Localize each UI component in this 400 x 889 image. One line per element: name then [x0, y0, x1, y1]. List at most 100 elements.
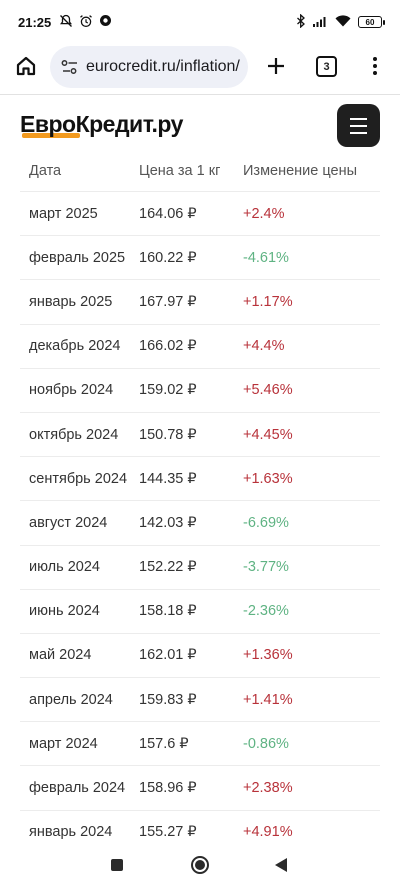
row-change: +1.36%: [243, 647, 293, 664]
logo-accent: [22, 133, 80, 138]
table-row: декабрь 2024 166.02 ₽ +4.4%: [20, 325, 380, 369]
table-row: август 2024 142.03 ₽ -6.69%: [20, 501, 380, 546]
menu-line: [350, 117, 367, 120]
table-body: март 2025 164.06 ₽ +2.4% февраль 2025 160.22…: [20, 192, 380, 855]
url-text[interactable]: eurocredit.ru/inflation/: [86, 58, 240, 75]
bluetooth-icon: [296, 13, 306, 31]
plus-icon: [268, 58, 284, 74]
recents-button[interactable]: [111, 859, 123, 871]
row-date: январь 2025: [29, 293, 113, 310]
row-price: 160.22 ₽: [139, 249, 197, 266]
back-button[interactable]: [275, 858, 287, 872]
home-nav-button[interactable]: [191, 856, 209, 874]
battery-icon: 60: [358, 16, 385, 28]
dot: [373, 57, 377, 61]
row-change: -0.86%: [243, 735, 289, 752]
table-row: сентябрь 2024 144.35 ₽ +1.63%: [20, 457, 380, 502]
dot: [373, 71, 377, 75]
row-price: 166.02 ₽: [139, 338, 197, 355]
header-price: Цена за 1 кг: [139, 162, 221, 179]
site-settings-icon[interactable]: [60, 57, 80, 77]
row-change: -4.61%: [243, 249, 289, 266]
row-date: декабрь 2024: [29, 338, 121, 355]
system-nav-bar: [0, 845, 400, 889]
row-change: -2.36%: [243, 603, 289, 620]
table-header: Дата Цена за 1 кг Изменение цены: [20, 150, 380, 192]
row-change: +1.63%: [243, 470, 293, 487]
menu-line: [350, 131, 367, 134]
home-button[interactable]: [10, 50, 42, 82]
table-row: апрель 2024 159.83 ₽ +1.41%: [20, 678, 380, 723]
browser-menu-button[interactable]: [366, 52, 384, 80]
site-menu-button[interactable]: [337, 104, 380, 147]
row-change: +1.41%: [243, 691, 293, 708]
row-price: 157.6 ₽: [139, 735, 189, 752]
row-date: июнь 2024: [29, 603, 100, 620]
row-change: -6.69%: [243, 514, 289, 531]
row-price: 142.03 ₽: [139, 514, 197, 531]
row-date: февраль 2025: [29, 249, 126, 266]
row-price: 164.06 ₽: [139, 205, 197, 222]
price-table: Дата Цена за 1 кг Изменение цены март 20…: [20, 150, 380, 855]
row-price: 144.35 ₽: [139, 470, 197, 487]
row-price: 167.97 ₽: [139, 293, 197, 310]
table-row: ноябрь 2024 159.02 ₽ +5.46%: [20, 369, 380, 413]
toolbar-divider: [0, 94, 400, 95]
status-time: 21:25: [18, 14, 52, 30]
row-change: +4.4%: [243, 338, 285, 355]
row-change: +2.4%: [243, 205, 285, 222]
row-change: +4.45%: [243, 426, 293, 443]
alarm-icon: [79, 14, 93, 31]
row-date: апрель 2024: [29, 691, 113, 708]
table-row: февраль 2025 160.22 ₽ -4.61%: [20, 236, 380, 281]
table-row: март 2025 164.06 ₽ +2.4%: [20, 192, 380, 237]
table-row: февраль 2024 158.96 ₽ +2.38%: [20, 766, 380, 811]
header-change: Изменение цены: [243, 162, 358, 179]
row-date: октябрь 2024: [29, 426, 119, 443]
table-row: октябрь 2024 150.78 ₽ +4.45%: [20, 413, 380, 458]
address-bar[interactable]: eurocredit.ru/inflation/: [50, 46, 248, 88]
home-dot: [195, 860, 205, 870]
row-date: май 2024: [29, 647, 92, 664]
header-date: Дата: [29, 162, 62, 179]
row-date: июль 2024: [29, 559, 100, 576]
row-price: 150.78 ₽: [139, 426, 197, 443]
row-price: 155.27 ₽: [139, 824, 197, 841]
row-date: март 2024: [29, 735, 98, 752]
bell-off-icon: [59, 14, 73, 31]
browser-toolbar: eurocredit.ru/inflation/ 3: [0, 44, 400, 90]
table-row: июнь 2024 158.18 ₽ -2.36%: [20, 590, 380, 634]
table-row: июль 2024 152.22 ₽ -3.77%: [20, 546, 380, 590]
row-date: март 2025: [29, 205, 98, 222]
row-date: август 2024: [29, 514, 108, 531]
row-date: сентябрь 2024: [29, 470, 128, 487]
dot: [373, 64, 377, 68]
table-row: май 2024 162.01 ₽ +1.36%: [20, 634, 380, 679]
site-logo[interactable]: ЕвроКредит.ру: [20, 111, 183, 137]
row-change: +2.38%: [243, 780, 293, 797]
system-icons: 60: [296, 13, 385, 31]
tab-switcher-button[interactable]: 3: [316, 56, 337, 77]
notification-icons: [59, 14, 112, 31]
menu-line: [350, 124, 367, 127]
row-price: 159.02 ₽: [139, 382, 197, 399]
row-date: январь 2024: [29, 824, 113, 841]
wifi-icon: [335, 14, 351, 30]
table-row: март 2024 157.6 ₽ -0.86%: [20, 722, 380, 767]
row-change: +1.17%: [243, 293, 293, 310]
sync-icon: [99, 14, 112, 30]
row-change: +5.46%: [243, 382, 293, 399]
status-bar: 21:25 60: [0, 0, 400, 44]
row-price: 152.22 ₽: [139, 559, 197, 576]
row-change: +4.91%: [243, 824, 293, 841]
row-price: 159.83 ₽: [139, 691, 197, 708]
new-tab-button[interactable]: [262, 52, 290, 80]
row-change: -3.77%: [243, 559, 289, 576]
home-icon: [16, 56, 36, 76]
row-price: 162.01 ₽: [139, 647, 197, 664]
row-date: февраль 2024: [29, 780, 126, 797]
signal-icon: [313, 15, 328, 30]
row-date: ноябрь 2024: [29, 382, 114, 399]
table-row: январь 2025 167.97 ₽ +1.17%: [20, 280, 380, 325]
site-header: ЕвроКредит.ру: [0, 95, 400, 155]
